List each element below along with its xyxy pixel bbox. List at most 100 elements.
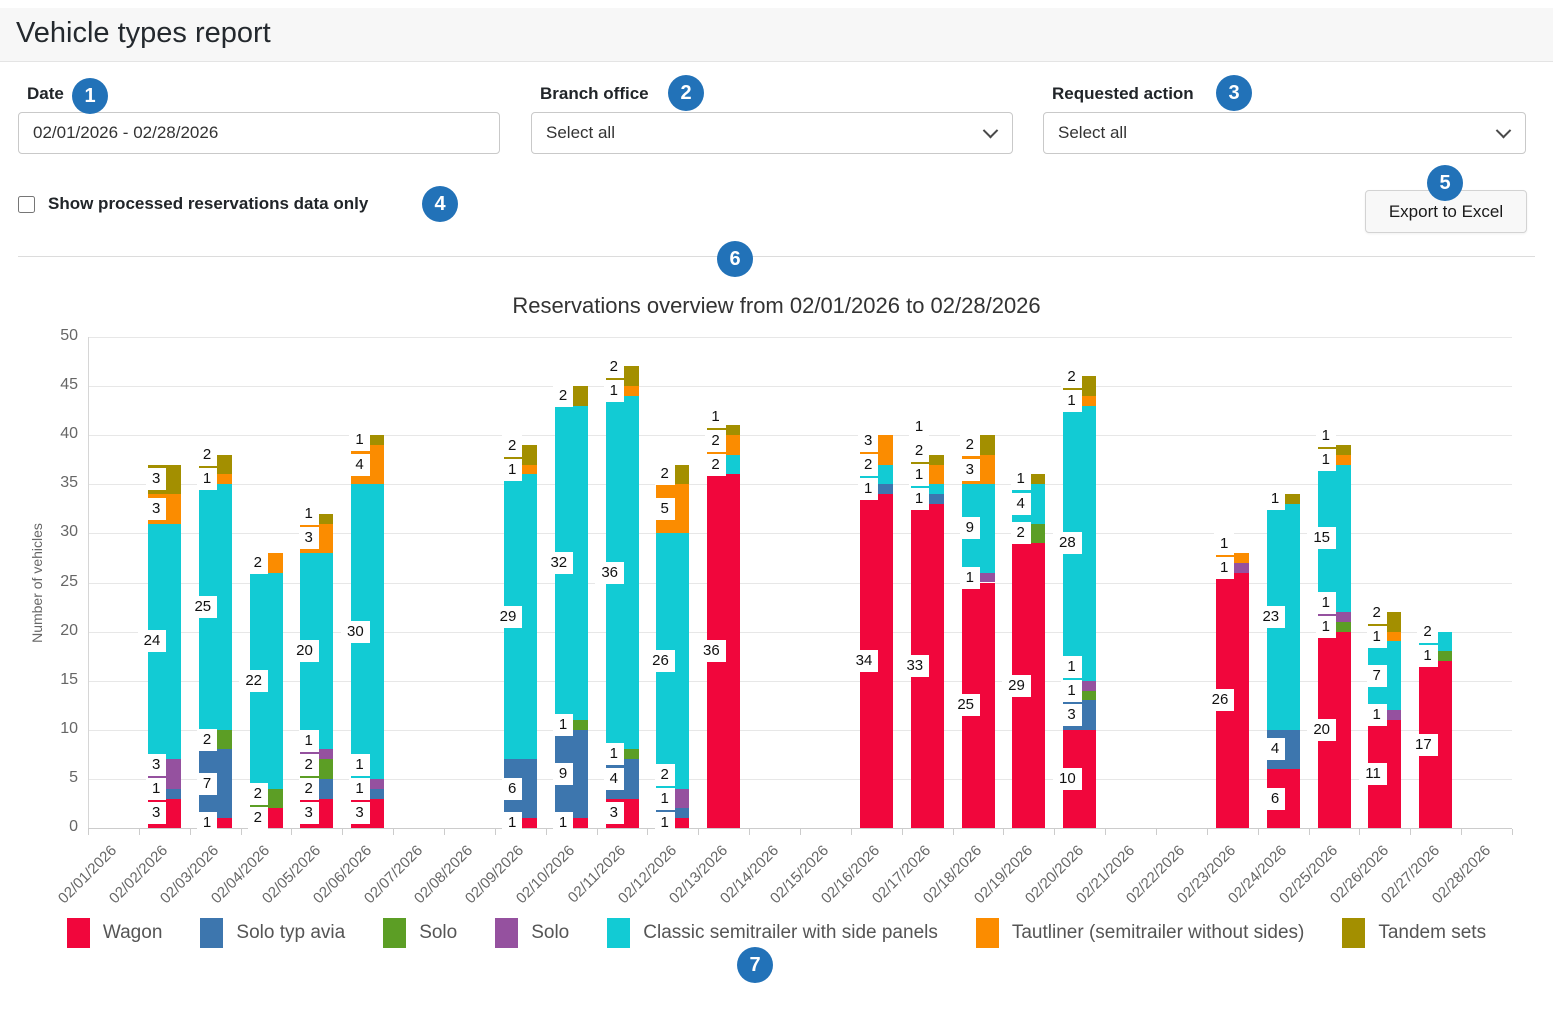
bar-value-label: 26 [1205, 689, 1235, 712]
bar-value-label: 23 [1256, 605, 1286, 628]
bar-value-label: 2 [1061, 365, 1082, 388]
x-axis-tick [444, 829, 445, 835]
legend-swatch-icon [975, 918, 999, 948]
y-axis-tick-label: 35 [60, 474, 78, 492]
annotation-badge-1: 1 [72, 78, 108, 114]
bar-value-label: 10 [1053, 767, 1082, 790]
x-axis-tick [647, 829, 649, 835]
x-axis-tick [800, 829, 801, 835]
bar-value-label: 34 [849, 650, 879, 673]
bar-value-label: 30 [341, 620, 370, 643]
x-axis-tick [1410, 829, 1412, 835]
bar-value-label: 36 [595, 561, 624, 584]
x-axis-tick [1105, 829, 1107, 835]
legend-item[interactable]: Solo typ avia [200, 918, 345, 948]
legend-swatch-icon [66, 918, 90, 948]
bar-value-label: 2 [654, 764, 675, 787]
bar-value-label: 2 [501, 434, 523, 457]
x-axis-tick [88, 829, 89, 835]
bar-value-label: 4 [1010, 492, 1031, 515]
bar-value-label: 20 [1307, 718, 1336, 741]
annotation-badge-7: 7 [737, 947, 773, 983]
legend-item[interactable]: Tautliner (semitrailer without sides) [975, 918, 1305, 948]
processed-only-label[interactable]: Show processed reservations data only [48, 194, 369, 213]
legend-label: Tautliner (semitrailer without sides) [1011, 922, 1305, 943]
bar-value-label: 2 [654, 463, 675, 486]
bar-value-label: 1 [1061, 680, 1082, 703]
legend-item[interactable]: Solo [383, 918, 457, 948]
gridline [88, 337, 1512, 338]
bar-value-label: 1 [654, 788, 675, 811]
y-axis-tick-label: 5 [69, 768, 78, 786]
gridline [88, 484, 1512, 486]
bar-value-label: 3 [857, 430, 879, 453]
bar-value-label: 25 [951, 694, 980, 717]
bar-value-label: 1 [1417, 645, 1438, 668]
bar-value-label: 17 [1409, 733, 1438, 756]
bar-value-label: 1 [298, 729, 319, 752]
x-axis-tick [138, 829, 140, 835]
bar-value-label: 1 [1366, 704, 1387, 727]
legend-item[interactable]: Tandem sets [1342, 918, 1486, 948]
bar-value-label: 1 [1315, 424, 1336, 447]
bar-value-label: 2 [247, 551, 268, 574]
bar-value-label: 3 [298, 802, 319, 825]
legend-label: Wagon [102, 922, 163, 943]
x-axis-tick [698, 829, 700, 835]
branch-office-selected-value: Select all [546, 123, 615, 142]
gridline [88, 729, 1512, 731]
x-axis-tick [494, 829, 496, 835]
bar-value-label: 3 [349, 802, 370, 825]
chevron-down-icon [982, 122, 999, 138]
legend-swatch-icon [607, 918, 631, 948]
bar-value-label: 1 [298, 503, 319, 526]
gridline [88, 435, 1512, 437]
bar-value-label: 26 [646, 650, 675, 673]
x-axis-tick [291, 829, 293, 835]
legend-item[interactable]: Wagon [66, 918, 163, 948]
bar-value-label: 28 [1053, 532, 1082, 555]
bar-value-label: 1 [1061, 389, 1082, 412]
bar-value-label: 1 [552, 812, 574, 835]
bar-value-label: 2 [196, 728, 218, 751]
legend-item[interactable]: Solo [495, 918, 569, 948]
bar-value-label: 2 [857, 454, 879, 477]
bar-value-label: 1 [196, 468, 218, 491]
gridline [88, 631, 1512, 633]
bar-value-label: 2 [705, 453, 726, 476]
legend-item[interactable]: Classic semitrailer with side panels [607, 918, 938, 948]
bar-value-label: 6 [501, 777, 523, 800]
bar-value-label: 6 [1264, 787, 1286, 810]
requested-action-select[interactable]: Select all [1043, 112, 1526, 154]
bar-value-label: 3 [145, 754, 167, 777]
bar-value-label: 3 [145, 497, 167, 520]
processed-only-checkbox[interactable] [18, 196, 35, 213]
legend-label: Tandem sets [1378, 922, 1487, 943]
x-axis-tick [1461, 829, 1463, 835]
bar-value-label: 1 [908, 488, 930, 511]
y-axis-line [88, 337, 89, 828]
x-axis-tick [952, 829, 954, 835]
bar-value-label: 2 [552, 384, 574, 407]
bar-value-label: 32 [544, 551, 574, 574]
bar-value-label: 1 [552, 713, 574, 736]
bar-value-label: 1 [908, 416, 930, 439]
bar-value-label: 1 [603, 743, 624, 766]
bar-value-label: 1 [196, 812, 218, 835]
legend-label: Solo [531, 922, 570, 943]
x-axis-tick [749, 829, 751, 835]
bar-value-label: 2 [196, 444, 218, 467]
bar-value-label: 3 [298, 527, 319, 550]
branch-office-select[interactable]: Select all [531, 112, 1013, 154]
gridline [88, 582, 1512, 584]
legend-label: Solo typ avia [236, 922, 346, 943]
x-axis-tick [1257, 829, 1259, 835]
y-axis-tick-label: 50 [60, 327, 78, 344]
y-axis-tick-label: 25 [60, 572, 78, 590]
bar-value-label: 1 [501, 812, 523, 835]
date-range-input[interactable] [18, 112, 500, 154]
x-axis-tick [901, 829, 903, 835]
bar-value-label: 1 [145, 778, 167, 801]
bar-value-label: 2 [298, 753, 319, 776]
annotation-badge-4: 4 [422, 186, 458, 222]
